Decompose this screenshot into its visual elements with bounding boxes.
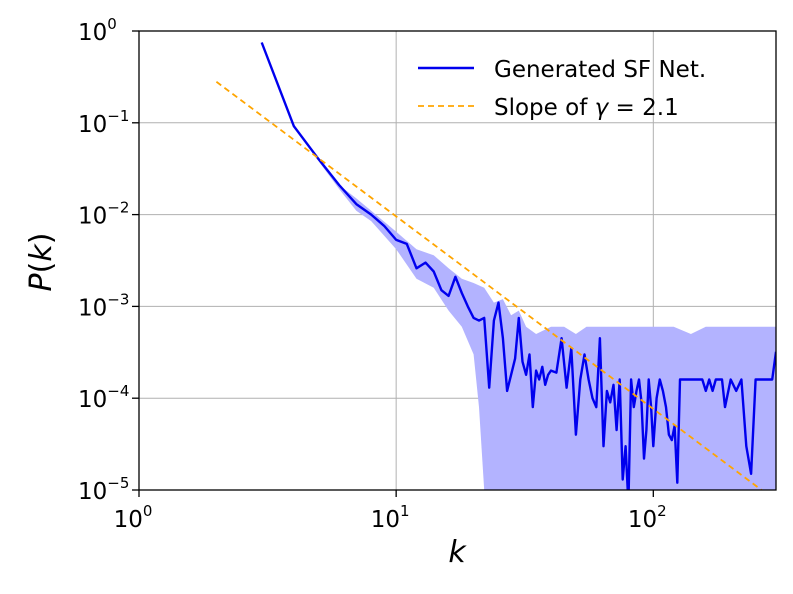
y-axis-label: P(k) xyxy=(24,233,59,292)
y-tick-label: 100 xyxy=(78,15,117,46)
generated-sf-net-line xyxy=(260,42,776,490)
y-label-open-paren: ( xyxy=(24,262,59,274)
y-label-k: k xyxy=(24,243,59,262)
x-tick-label: 100 xyxy=(114,502,153,533)
plot-frame xyxy=(138,30,777,491)
y-label-close-paren: ) xyxy=(24,233,59,245)
variance-band xyxy=(261,42,776,490)
y-tick-label: 10−2 xyxy=(78,199,129,230)
y-label-p: P xyxy=(24,272,59,291)
x-axis-label: k xyxy=(448,535,467,570)
x-tick-label: 101 xyxy=(371,502,410,533)
y-axis-ticks: 100 10−1 10−2 10−3 10−4 10−5 xyxy=(78,15,139,505)
legend-slope-prefix: Slope of xyxy=(494,95,595,121)
legend: Generated SF Net. Slope of γ = 2.1 xyxy=(418,57,706,121)
y-tick-label: 10−4 xyxy=(78,382,129,413)
slope-reference-line xyxy=(215,81,764,490)
y-tick-label: 10−5 xyxy=(78,474,129,505)
x-tick-label: 102 xyxy=(628,502,667,533)
legend-slope-suffix: = 2.1 xyxy=(608,95,678,121)
legend-label-slope: Slope of γ = 2.1 xyxy=(494,95,679,121)
x-axis-ticks: 100 101 102 xyxy=(114,490,667,533)
y-tick-label: 10−1 xyxy=(78,107,129,138)
legend-slope-gamma: γ xyxy=(595,95,610,121)
y-tick-label: 10−3 xyxy=(78,290,129,321)
legend-label-generated: Generated SF Net. xyxy=(494,57,706,83)
